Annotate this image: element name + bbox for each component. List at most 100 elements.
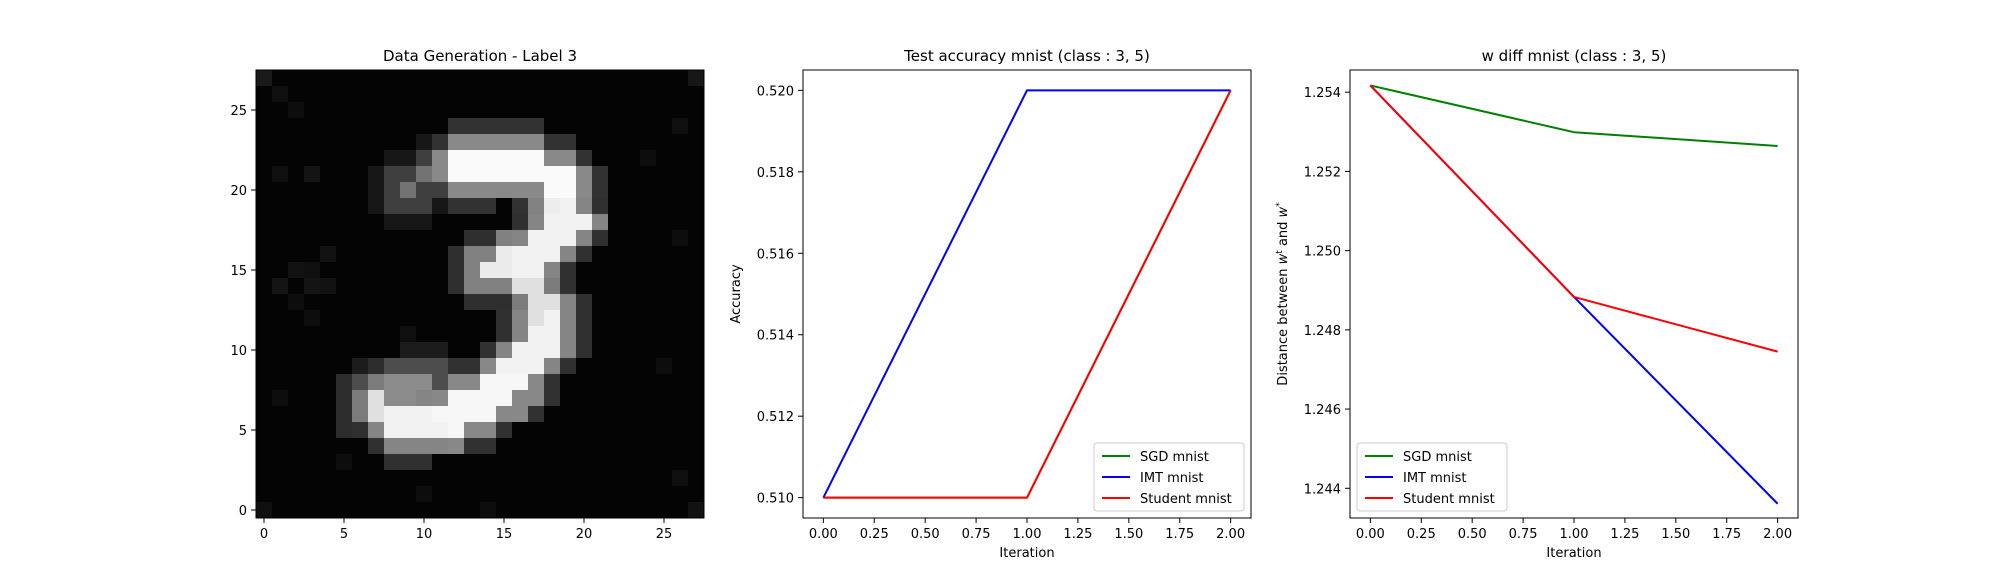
image-pixel bbox=[352, 438, 369, 455]
image-pixel bbox=[432, 486, 449, 503]
image-pixel bbox=[608, 102, 625, 119]
image-pixel bbox=[352, 406, 369, 423]
image-pixel bbox=[576, 310, 593, 327]
image-pixel bbox=[544, 486, 561, 503]
image-pixel bbox=[496, 166, 513, 183]
image-pixel bbox=[464, 166, 481, 183]
y-tick-label: 1.248 bbox=[1304, 324, 1341, 339]
image-pixel bbox=[544, 374, 561, 391]
image-pixel bbox=[688, 166, 705, 183]
image-pixel bbox=[480, 438, 497, 455]
image-pixel bbox=[576, 102, 593, 119]
image-pixel bbox=[656, 374, 673, 391]
image-pixel bbox=[416, 422, 433, 439]
image-pixel bbox=[544, 70, 561, 87]
image-pixel bbox=[672, 486, 689, 503]
image-pixel bbox=[576, 486, 593, 503]
image-pixel bbox=[304, 310, 321, 327]
y-tick-label: 0.512 bbox=[757, 410, 794, 425]
image-pixel bbox=[560, 486, 577, 503]
image-pixel bbox=[560, 70, 577, 87]
image-pixel bbox=[256, 262, 273, 279]
series-line-student-mnist bbox=[823, 89, 1232, 499]
image-pixel bbox=[640, 422, 657, 439]
image-pixel bbox=[576, 438, 593, 455]
image-pixel bbox=[256, 230, 273, 247]
x-tick-label: 1.00 bbox=[1013, 527, 1042, 542]
image-pixel bbox=[496, 86, 513, 103]
image-pixel bbox=[336, 86, 353, 103]
image-pixel bbox=[288, 102, 305, 119]
image-pixel bbox=[464, 86, 481, 103]
image-pixel bbox=[320, 246, 337, 263]
image-pixel bbox=[400, 118, 417, 135]
image-pixel bbox=[256, 470, 273, 487]
image-pixel bbox=[448, 422, 465, 439]
image-pixel bbox=[624, 198, 641, 215]
image-pixel bbox=[560, 310, 577, 327]
image-pixel bbox=[656, 70, 673, 87]
image-pixel bbox=[576, 294, 593, 311]
image-pixel bbox=[608, 182, 625, 199]
image-pixel bbox=[448, 374, 465, 391]
image-pixel bbox=[448, 70, 465, 87]
image-pixel bbox=[448, 278, 465, 295]
image-pixel bbox=[400, 278, 417, 295]
image-pixel bbox=[608, 166, 625, 183]
image-pixel bbox=[416, 246, 433, 263]
image-pixel bbox=[304, 198, 321, 215]
image-pixel bbox=[608, 70, 625, 87]
image-pixel bbox=[560, 406, 577, 423]
image-pixel bbox=[688, 342, 705, 359]
image-pixel bbox=[512, 438, 529, 455]
image-pixel bbox=[688, 294, 705, 311]
image-pixel bbox=[560, 470, 577, 487]
image-pixel bbox=[384, 166, 401, 183]
image-pixel bbox=[400, 262, 417, 279]
image-pixel bbox=[448, 390, 465, 407]
image-pixel bbox=[672, 102, 689, 119]
image-pixel bbox=[368, 198, 385, 215]
image-pixel bbox=[688, 118, 705, 135]
y-tick-label: 1.244 bbox=[1304, 482, 1341, 497]
image-pixel bbox=[544, 390, 561, 407]
image-pixel bbox=[464, 230, 481, 247]
image-pixel bbox=[288, 422, 305, 439]
image-pixel bbox=[656, 278, 673, 295]
accuracy-ylabel: Accuracy bbox=[729, 264, 744, 324]
image-pixel bbox=[480, 326, 497, 343]
image-pixel bbox=[400, 182, 417, 199]
image-pixel bbox=[384, 102, 401, 119]
image-pixel bbox=[288, 262, 305, 279]
wdiff-x-ticks: 0.00 0.25 0.50 0.75 1.00 1.25 1.50 1.75 2.00 bbox=[1356, 518, 1792, 542]
image-pixel bbox=[544, 342, 561, 359]
image-pixel bbox=[576, 246, 593, 263]
image-pixel bbox=[512, 118, 529, 135]
image-pixel bbox=[560, 214, 577, 231]
image-pixel bbox=[464, 278, 481, 295]
legend-label: Student mnist bbox=[1140, 492, 1232, 507]
image-pixel bbox=[400, 358, 417, 375]
image-pixel bbox=[576, 454, 593, 471]
image-pixel bbox=[512, 326, 529, 343]
image-pixel bbox=[352, 502, 369, 519]
image-pixel bbox=[304, 150, 321, 167]
image-pixel bbox=[560, 502, 577, 519]
image-pixel bbox=[528, 390, 545, 407]
image-pixel bbox=[272, 278, 289, 295]
image-pixel bbox=[512, 278, 529, 295]
x-tick-label: 1.25 bbox=[1063, 527, 1092, 542]
image-pixel bbox=[544, 134, 561, 151]
image-pixel bbox=[528, 246, 545, 263]
image-pixel bbox=[432, 438, 449, 455]
x-tick-label: 1.75 bbox=[1712, 527, 1741, 542]
image-pixel bbox=[320, 278, 337, 295]
image-pixel bbox=[528, 454, 545, 471]
image-pixel bbox=[656, 390, 673, 407]
image-pixel bbox=[368, 374, 385, 391]
image-pixel bbox=[256, 246, 273, 263]
image-pixel bbox=[544, 502, 561, 519]
image-pixel bbox=[288, 246, 305, 263]
image-pixel bbox=[384, 486, 401, 503]
